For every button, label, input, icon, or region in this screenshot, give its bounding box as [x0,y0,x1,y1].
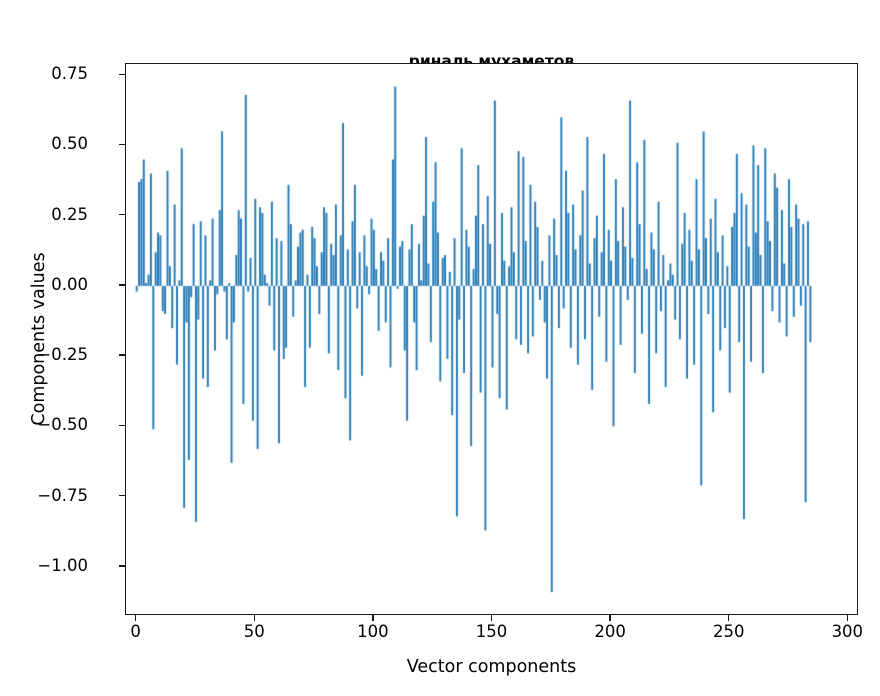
x-tick-mark [490,615,493,621]
y-tick-mark [119,73,125,75]
x-tick-mark [846,615,849,621]
y-axis-label: Components values [29,252,49,426]
y-tick-label: −1.00 [37,555,88,575]
x-tick-mark [253,615,255,621]
x-tick-mark [134,615,137,621]
x-tick-label: 200 [594,622,626,641]
x-tick-mark [728,615,730,621]
x-axis-label: Vector components [406,657,577,677]
y-tick-label: −0.75 [37,485,88,505]
bar-series-canvas [126,64,857,614]
y-tick-label: 0.25 [51,204,88,224]
x-tick-label: 150 [475,622,508,641]
y-tick-label: 0.00 [51,274,88,294]
y-tick-mark [119,143,125,146]
y-tick-mark [119,354,125,356]
y-tick-mark [119,284,125,286]
y-tick-mark [119,424,125,427]
y-tick-mark [119,494,125,497]
plot-axes [125,63,858,615]
x-tick-label: 50 [243,622,265,641]
y-tick-label: −0.50 [37,415,88,435]
x-tick-mark [372,615,374,621]
y-tick-mark [119,565,125,567]
y-tick-label: −0.25 [37,345,88,365]
y-tick-label: 0.50 [51,134,88,154]
x-tick-label: 250 [712,622,745,641]
y-tick-mark [119,213,125,216]
x-tick-label: 300 [831,622,864,641]
y-tick-label: 0.75 [51,64,88,84]
x-tick-label: 100 [357,622,389,641]
x-tick-label: 0 [130,622,141,641]
x-tick-mark [609,615,611,621]
